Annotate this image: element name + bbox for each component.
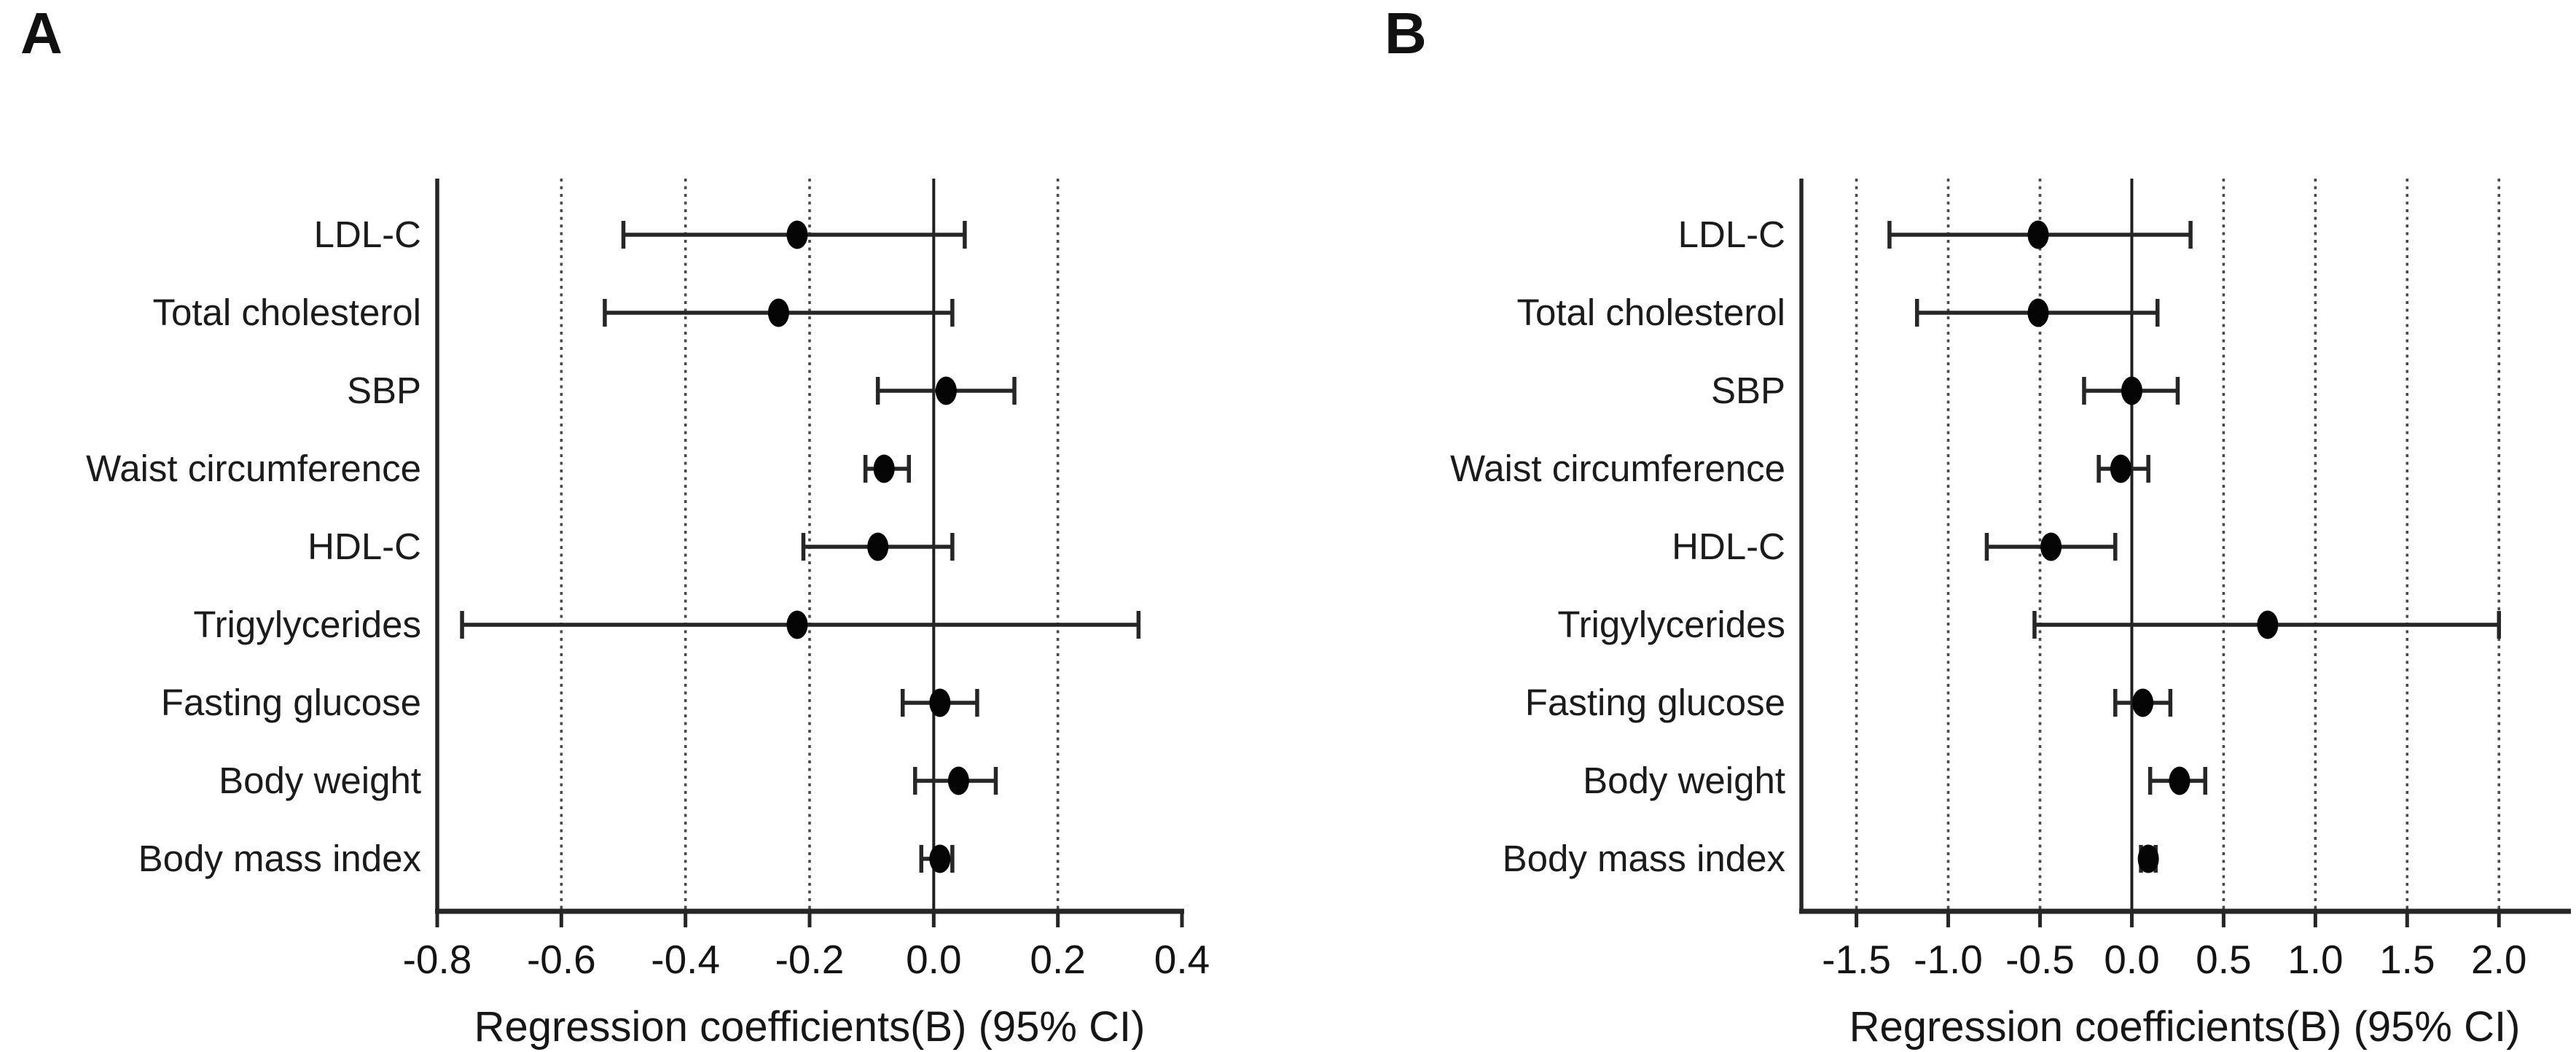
panel-a-x-axis-title: Regression coefficients(B) (95% CI)	[474, 1003, 1146, 1051]
row-label: SBP	[347, 370, 421, 411]
point-estimate-marker	[867, 532, 889, 561]
panel-b-x-axis-title: Regression coefficients(B) (95% CI)	[1849, 1003, 2521, 1051]
x-tick-label: -1.0	[1914, 937, 1983, 982]
point-estimate-marker	[2137, 844, 2159, 873]
panel-a-letter: A	[20, 1, 63, 66]
point-estimate-marker	[786, 220, 808, 249]
x-tick-label: -0.5	[2005, 937, 2075, 982]
row-label: Fasting glucose	[161, 682, 421, 723]
row-label: Total cholesterol	[152, 292, 421, 333]
point-estimate-marker	[2132, 688, 2154, 717]
point-estimate-marker	[935, 376, 957, 405]
point-estimate-marker	[767, 298, 789, 327]
point-estimate-marker	[2110, 454, 2131, 483]
point-estimate-marker	[947, 766, 969, 795]
row-label: Waist circumference	[1450, 448, 1785, 489]
point-estimate-marker	[2027, 220, 2049, 249]
row-label: Body mass index	[1503, 838, 1785, 879]
x-tick-label: -0.2	[775, 937, 845, 982]
panel-b-letter: B	[1385, 1, 1427, 66]
point-estimate-marker	[929, 688, 951, 717]
point-estimate-marker	[2040, 532, 2062, 561]
row-label: Trigylycerides	[193, 604, 421, 645]
x-tick-label: 1.0	[2287, 937, 2343, 982]
row-label: HDL-C	[1672, 526, 1785, 567]
point-estimate-marker	[873, 454, 895, 483]
point-estimate-marker	[929, 844, 951, 873]
row-label: Body weight	[219, 760, 421, 801]
x-tick-label: 2.0	[2471, 937, 2526, 982]
x-tick-label: -1.5	[1822, 937, 1891, 982]
x-tick-label: 0.2	[1030, 937, 1085, 982]
x-tick-label: -0.6	[527, 937, 596, 982]
panel-A: -0.8 -0.6 -0.4 -0.2 0.0 0.2 0.4 LDL-C Total chol…	[86, 179, 1210, 982]
x-tick-label: 0.5	[2196, 937, 2251, 982]
row-label: Body weight	[1583, 760, 1785, 801]
row-label: Waist circumference	[86, 448, 421, 489]
x-tick-label: 1.5	[2379, 937, 2435, 982]
panel-B: -1.5 -1.0 -0.5 0.0 0.5 1.0 1.5 2.0 LDL-C Total ch…	[1450, 179, 2571, 982]
x-tick-label: -0.8	[403, 937, 472, 982]
row-label: LDL-C	[1678, 214, 1785, 255]
point-estimate-marker	[2257, 610, 2279, 639]
row-label: Body mass index	[138, 838, 421, 879]
x-tick-label: 0.0	[2104, 937, 2159, 982]
row-label: SBP	[1711, 370, 1785, 411]
point-estimate-marker	[2027, 298, 2049, 327]
row-label: Fasting glucose	[1525, 682, 1785, 723]
x-tick-label: -0.4	[651, 937, 720, 982]
row-label: Trigylycerides	[1557, 604, 1785, 645]
plots-render-root: -0.8 -0.6 -0.4 -0.2 0.0 0.2 0.4 LDL-C Total chol…	[86, 179, 2571, 982]
row-label: HDL-C	[308, 526, 421, 567]
point-estimate-marker	[2169, 766, 2191, 795]
row-label: Total cholesterol	[1516, 292, 1785, 333]
point-estimate-marker	[786, 610, 808, 639]
x-tick-label: 0.4	[1154, 937, 1210, 982]
row-label: LDL-C	[314, 214, 421, 255]
point-estimate-marker	[2121, 376, 2142, 405]
x-tick-label: 0.0	[906, 937, 961, 982]
